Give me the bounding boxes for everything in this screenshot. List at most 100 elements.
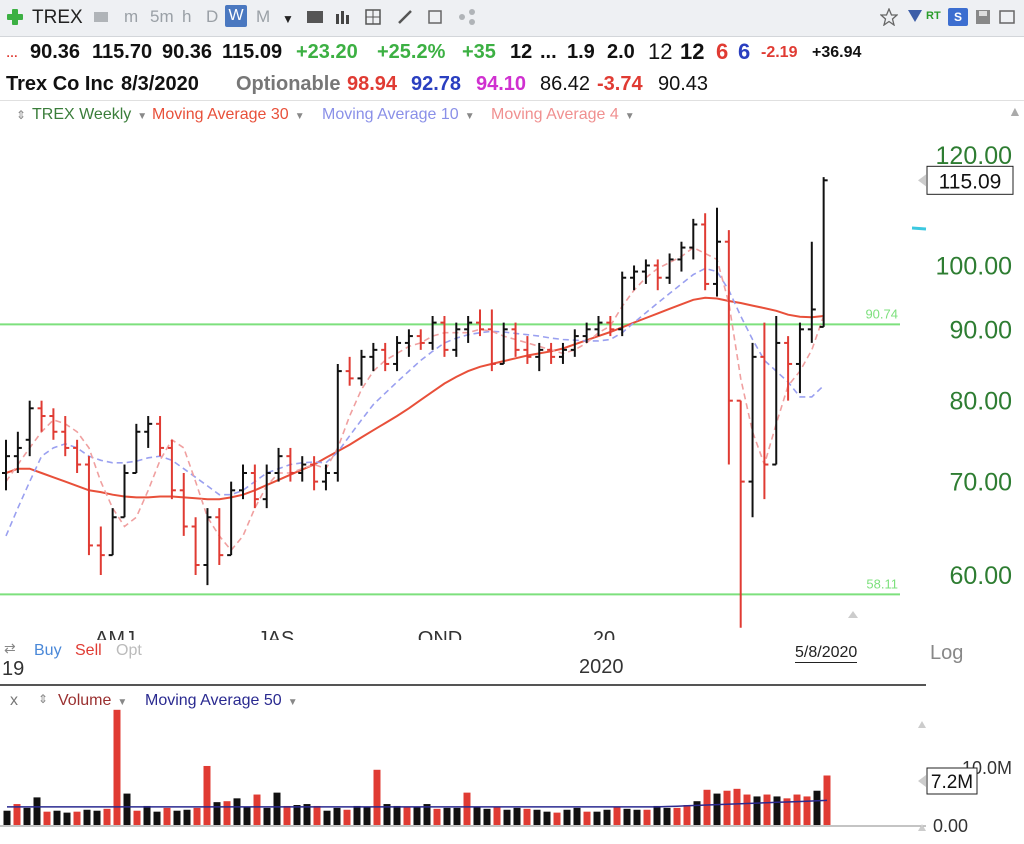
volume-bar [313, 805, 321, 825]
bank-icon[interactable] [92, 8, 110, 26]
volume-bar [713, 793, 721, 825]
window-icon[interactable] [998, 8, 1016, 26]
volume-bar [693, 801, 701, 825]
volume-bar [353, 805, 361, 825]
ma30-line [5, 296, 824, 501]
volume-bar [803, 796, 811, 825]
quote-val-a: +35 [462, 41, 496, 63]
star-icon[interactable] [880, 8, 898, 26]
chevron-down-icon[interactable]: ▼ [287, 697, 298, 708]
price-bar [381, 342, 390, 372]
legend-volume-ma[interactable]: Moving Average 50 ▼ [145, 692, 298, 710]
share-icon[interactable] [458, 8, 476, 26]
save-icon[interactable] [974, 8, 992, 26]
collapse-up-icon[interactable]: ▲ [1008, 103, 1022, 119]
volume-bar [63, 812, 71, 825]
volume-bar [483, 808, 491, 825]
price-bar [156, 416, 165, 457]
quote-change: +23.20 [296, 41, 358, 63]
quote-val-h: 6 [716, 39, 729, 64]
volume-bar [153, 811, 161, 825]
price-bar [558, 342, 567, 364]
text-tool-icon[interactable] [306, 8, 324, 26]
close-pane-icon[interactable]: x [10, 692, 18, 709]
volume-bar [463, 792, 471, 825]
volume-bar [93, 810, 101, 825]
rt-badge[interactable]: RT [926, 10, 941, 22]
timeframe-w[interactable]: W [225, 5, 247, 27]
price-bar [345, 356, 354, 386]
bar-chart-icon[interactable] [334, 8, 352, 26]
time-axis: AMJ JAS OND 20 [95, 628, 615, 640]
alert-flag-icon[interactable] [906, 8, 924, 26]
legend-ma10-label: Moving Average 10 [322, 106, 459, 123]
opt-button[interactable]: Opt [116, 642, 142, 659]
price-bar [689, 218, 698, 260]
volume-bar [123, 793, 131, 825]
chevron-down-icon[interactable]: ▼ [117, 697, 128, 708]
volume-bar [603, 809, 611, 825]
volume-bar [323, 810, 331, 825]
price-bar [606, 315, 615, 337]
legend-price[interactable]: TREX Weekly ▼ [32, 106, 147, 124]
legend-volume[interactable]: Volume ▼ [58, 692, 127, 710]
symbol-input[interactable]: TREX [32, 7, 83, 28]
volume-bar [243, 806, 251, 825]
legend-ma30[interactable]: Moving Average 30 ▼ [152, 106, 305, 124]
quote-date: 8/3/2020 [121, 73, 199, 95]
buy-button[interactable]: Buy [34, 642, 62, 659]
price-bar [464, 315, 473, 343]
price-bar [369, 342, 378, 372]
volume-bar [413, 806, 421, 825]
legend-volume-label: Volume [58, 692, 112, 709]
volume-bar [183, 809, 191, 825]
add-symbol-icon[interactable] [6, 8, 24, 26]
drag-handle-icon[interactable]: ⇕ [16, 108, 27, 122]
price-chart[interactable]: 90.74 58.11 120.00 100.00 90.00 80.00 70.00 60… [0, 128, 1024, 640]
ma10-line [5, 267, 825, 537]
legend-ma4[interactable]: Moving Average 4 ▼ [491, 106, 635, 124]
volume-ma-line [7, 799, 828, 808]
quote-open: 90.36 [30, 41, 81, 63]
volume-bars [0, 709, 926, 827]
timeframe-mo[interactable]: M [256, 7, 271, 26]
pencil-icon[interactable] [396, 8, 414, 26]
volume-bar [763, 794, 771, 825]
volume-last-box [926, 767, 978, 795]
chevron-down-icon[interactable]: ▼ [464, 111, 475, 122]
quote-v3: 94.10 [476, 73, 527, 95]
price-bar [286, 447, 295, 482]
price-bar [665, 253, 674, 284]
grid-icon[interactable] [364, 8, 382, 26]
timeframe-m[interactable]: m [124, 7, 139, 26]
price-bar [594, 315, 603, 337]
volume-bar [593, 811, 601, 825]
volume-bar [493, 806, 501, 825]
price-axis[interactable]: 120.00 100.00 90.00 80.00 70.00 60.00 115.09 [848, 142, 1014, 618]
legend-ma10[interactable]: Moving Average 10 ▼ [322, 106, 475, 124]
timeframe-h[interactable]: h [182, 7, 192, 26]
price-tick-label: 70.00 [949, 469, 1012, 497]
volume-bar [143, 805, 151, 825]
drag-handle-icon[interactable]: ⇕ [38, 692, 49, 706]
note-icon[interactable] [426, 8, 444, 26]
pane-divider[interactable] [0, 684, 926, 686]
volume-chart[interactable]: 10.0M0.007.2M [0, 686, 1024, 844]
volume-bar [173, 810, 181, 825]
buy-sell-icon[interactable]: ⇄ [4, 640, 16, 656]
chevron-down-icon[interactable]: ▼ [294, 111, 305, 122]
volume-axis[interactable]: 10.0M0.007.2M [918, 721, 1012, 836]
volume-bar [453, 807, 461, 825]
quote-row-2: Trex Co Inc 8/3/2020 Optionable 98.94 92… [0, 70, 1024, 98]
send-order-icon[interactable]: S [948, 8, 968, 26]
price-bar [523, 336, 532, 364]
log-scale-toggle[interactable]: Log [930, 642, 964, 664]
price-bar [274, 447, 283, 482]
hline-label-1: 58.11 [866, 576, 898, 591]
timeframe-dropdown-icon[interactable]: ▼ [282, 12, 294, 26]
timeframe-d[interactable]: D [206, 7, 219, 26]
timeframe-5m[interactable]: 5m [150, 7, 174, 26]
sell-button[interactable]: Sell [75, 642, 102, 659]
chevron-down-icon[interactable]: ▼ [137, 111, 148, 122]
chevron-down-icon[interactable]: ▼ [624, 111, 635, 122]
